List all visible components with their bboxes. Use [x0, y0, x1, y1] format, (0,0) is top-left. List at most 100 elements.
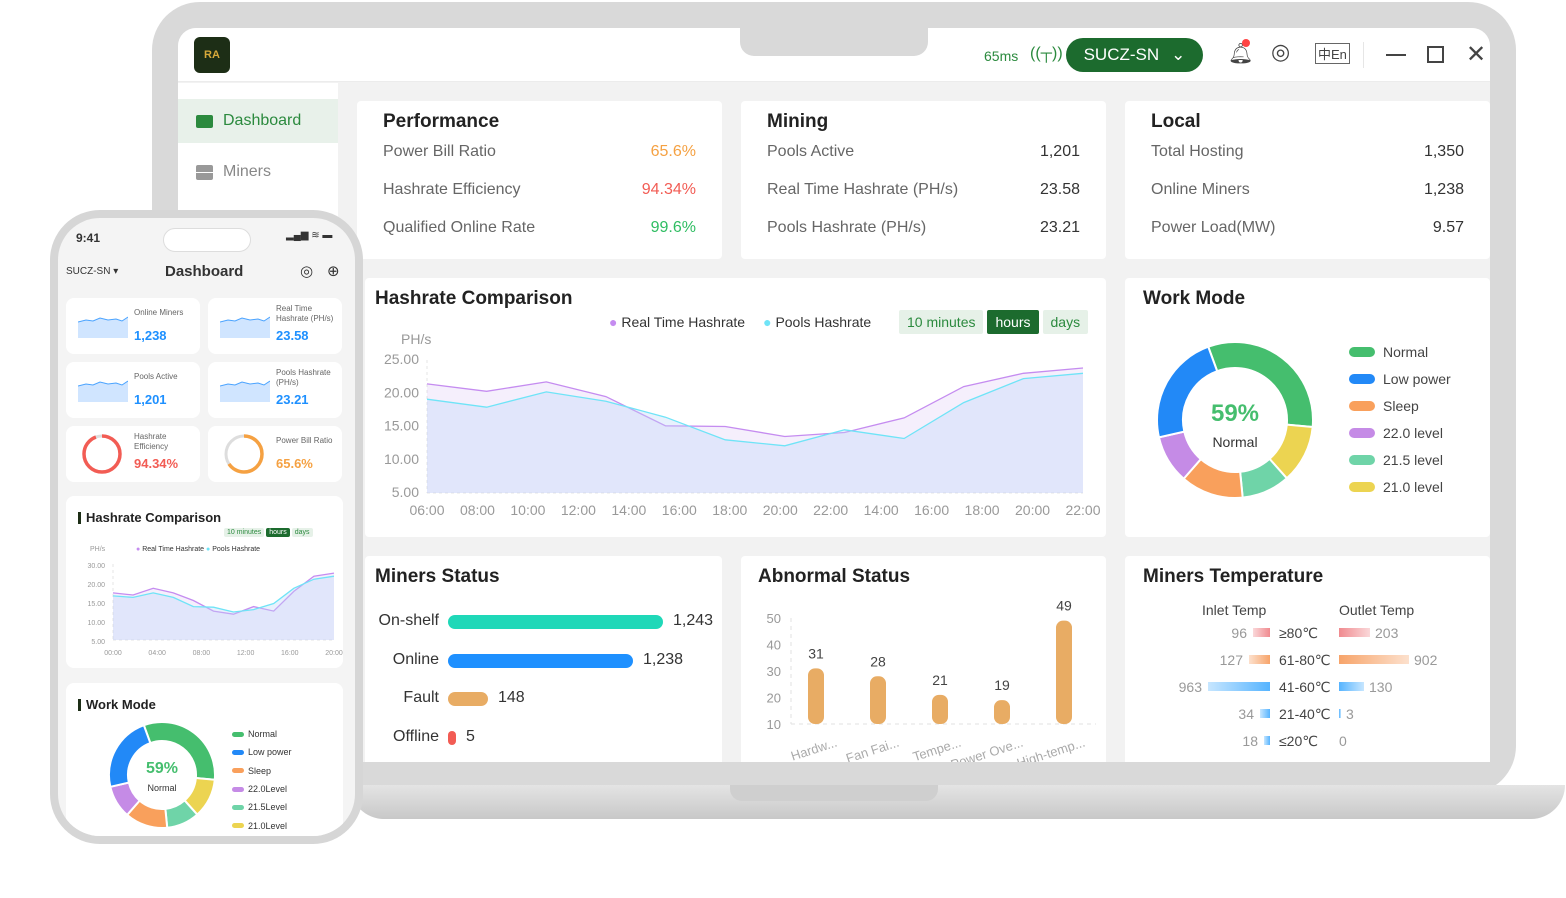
globe-icon[interactable]: ⊕: [327, 263, 340, 280]
phone-stat-label: Power Bill Ratio: [276, 436, 333, 445]
status-value: 1,238: [643, 650, 684, 668]
stat-value: 9.57: [1432, 219, 1464, 236]
y-tick-label: 10: [767, 717, 781, 732]
series-area: [113, 576, 334, 640]
tab-days[interactable]: days: [1042, 310, 1089, 334]
phone-network-select[interactable]: SUCZ-SN ▾: [66, 266, 119, 277]
bar[interactable]: [808, 668, 824, 724]
bar[interactable]: [994, 700, 1010, 724]
user-icon[interactable]: ◎: [1271, 39, 1291, 64]
y-tick-label: 10.00: [87, 620, 105, 627]
outlet-bar[interactable]: [1339, 709, 1341, 718]
phone-stat-value: 1,201: [134, 392, 167, 407]
tab-hours[interactable]: hours: [266, 528, 290, 537]
inlet-value: 96: [1231, 625, 1247, 641]
y-tick-label: 5.00: [392, 484, 419, 500]
x-tick-label: 04:00: [148, 650, 166, 657]
phone-stat-value: 94.34%: [134, 456, 179, 471]
maximize-icon[interactable]: [1427, 46, 1444, 63]
phone-page-title: Dashboard: [165, 263, 244, 280]
card-title: Performance: [383, 111, 500, 132]
status-value: 148: [498, 689, 525, 706]
status-time: 9:41: [76, 231, 101, 245]
legend-label: 21.5 level: [1383, 451, 1443, 468]
stat-label: Qualified Online Rate: [383, 219, 536, 236]
laptop-base-notch: [730, 785, 938, 801]
card-title: Mining: [767, 111, 829, 132]
inlet-bar[interactable]: [1264, 736, 1270, 745]
phone-stat-value: 1,238: [134, 328, 167, 343]
work-mode-legend: Normal Low power Sleep 22.0 level 21.5 level…: [1349, 338, 1451, 500]
legend-swatch: [232, 786, 244, 792]
phone-stat-label: Online Miners: [134, 308, 184, 317]
y-axis-label: PH/s: [401, 331, 432, 347]
tab-days[interactable]: days: [291, 528, 313, 537]
divider: [1363, 42, 1364, 68]
bell-icon[interactable]: 🔔︎: [1228, 39, 1253, 66]
bar[interactable]: [870, 676, 886, 724]
phone-stat-value: 23.21: [276, 392, 309, 407]
tab-10-minutes[interactable]: 10 minutes: [899, 310, 984, 334]
legend-item: Normal: [232, 725, 292, 743]
language-icon[interactable]: 中En: [1315, 43, 1350, 64]
close-icon[interactable]: ✕: [1466, 41, 1487, 68]
bar[interactable]: [1056, 620, 1072, 724]
stat-row: Real Time Hashrate (PH/s) 23.58: [767, 181, 1080, 199]
abnormal-status-card: Abnormal Status 50 40 30 20 10 31 Hardw... 28 Fa…: [741, 556, 1106, 762]
y-tick-label: 15.00: [384, 418, 419, 434]
inlet-bar[interactable]: [1260, 709, 1270, 718]
stat-label: Power Load(MW): [1151, 219, 1276, 236]
outlet-bar[interactable]: [1339, 655, 1409, 664]
stat-row: Power Bill Ratio 65.6%: [383, 143, 696, 161]
camera-notch: [740, 28, 928, 56]
stat-value: 23.21: [1039, 219, 1080, 236]
x-tick-label: High-temp...: [1015, 735, 1087, 762]
card-title: Miners Status: [375, 566, 500, 587]
data-label: 49: [1056, 598, 1072, 614]
x-tick-label: 12:00: [561, 502, 596, 518]
sidebar-item-miners[interactable]: Miners: [178, 150, 338, 194]
x-tick-label: 14:00: [611, 502, 646, 518]
legend-swatch: [232, 768, 244, 774]
phone-stat-label: Hashrate Efficiency: [134, 432, 169, 451]
tab-hours[interactable]: hours: [987, 310, 1039, 334]
temp-range-label: ≤20℃: [1279, 733, 1318, 749]
status-icons: ▂▄▆ ≋ ▬: [286, 230, 333, 241]
x-tick-label: 16:00: [662, 502, 697, 518]
donut-slice-low-power[interactable]: [1156, 345, 1219, 439]
x-tick-label: 18:00: [712, 502, 747, 518]
donut-slice-low-power[interactable]: [108, 723, 152, 788]
dynamic-island: [163, 228, 251, 252]
miners-status-card: Miners Status On-shelf 1,243 Online 1,238 Fa…: [365, 556, 722, 762]
bar[interactable]: [932, 694, 948, 724]
inlet-value: 963: [1178, 679, 1202, 695]
work-mode-card: Work Mode 59% Normal Normal Low power Slee…: [1125, 278, 1490, 537]
chart-legend: ● Real Time Hashrate ● Pools Hashrate: [609, 314, 871, 330]
data-label: 21: [932, 672, 948, 688]
outlet-bar[interactable]: [1339, 682, 1364, 691]
network-select[interactable]: SUCZ-SN ⌄: [1066, 38, 1203, 72]
sidebar-item-dashboard[interactable]: Dashboard: [178, 99, 338, 143]
inlet-value: 18: [1242, 733, 1258, 749]
phone-hashrate-chart: 30.00 20.00 15.00 10.00 5.00 00:00 04:00 08:00 1…: [87, 563, 342, 657]
inlet-bar[interactable]: [1253, 628, 1270, 637]
status-value: 5: [466, 727, 475, 745]
tab-10-minutes[interactable]: 10 minutes: [224, 528, 265, 537]
inlet-bar[interactable]: [1208, 682, 1270, 691]
data-label: 19: [994, 677, 1010, 693]
legend-item: ● Pools Hashrate: [763, 314, 872, 330]
local-card: Local Total Hosting 1,350 Online Miners 1,2…: [1125, 101, 1490, 259]
series-line: [112, 572, 335, 615]
x-tick-label: 16:00: [914, 502, 949, 518]
legend-label: Low power: [248, 747, 292, 758]
y-tick-label: 30: [767, 664, 781, 679]
x-tick-label: Fan Fai...: [844, 735, 901, 762]
status-value: 1,243: [673, 612, 714, 629]
inlet-bar[interactable]: [1249, 655, 1270, 664]
user-icon[interactable]: ◎: [300, 263, 314, 280]
legend-swatch: [232, 823, 244, 829]
minimize-icon[interactable]: [1386, 54, 1406, 56]
legend-item: Low power: [1349, 365, 1451, 392]
outlet-bar[interactable]: [1339, 628, 1370, 637]
